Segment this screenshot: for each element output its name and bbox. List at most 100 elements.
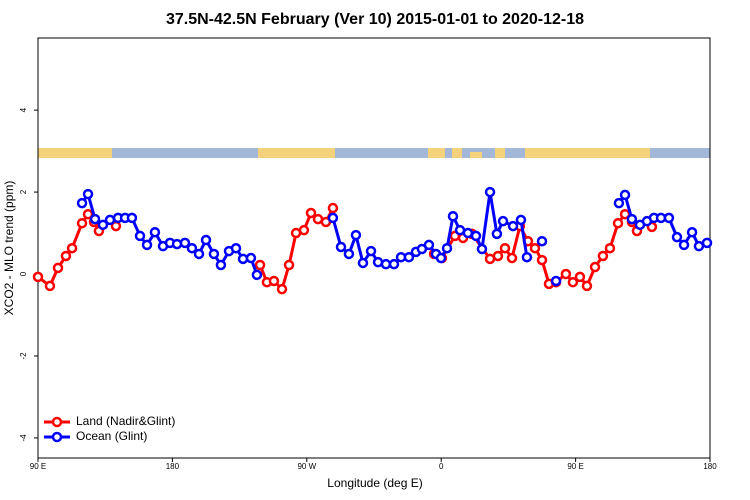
data-point bbox=[126, 212, 138, 224]
data-point bbox=[208, 248, 220, 260]
data-point bbox=[245, 252, 257, 264]
x-axis-label: Longitude (deg E) bbox=[327, 476, 422, 490]
data-point bbox=[423, 239, 435, 251]
data-point bbox=[497, 215, 509, 227]
y-tick-label: 0 bbox=[19, 271, 28, 276]
data-point bbox=[597, 250, 609, 262]
data-point bbox=[604, 242, 616, 254]
data-point bbox=[276, 283, 288, 295]
data-point bbox=[626, 213, 638, 225]
data-point bbox=[149, 226, 161, 238]
data-point bbox=[499, 242, 511, 254]
data-point bbox=[671, 231, 683, 243]
chart-title: 37.5N-42.5N February (Ver 10) 2015-01-01… bbox=[166, 11, 584, 28]
data-point bbox=[171, 238, 183, 250]
data-point bbox=[612, 217, 624, 229]
data-point bbox=[200, 234, 212, 246]
data-point bbox=[32, 271, 44, 283]
data-point bbox=[507, 220, 519, 232]
data-point bbox=[686, 226, 698, 238]
data-point bbox=[186, 242, 198, 254]
data-point bbox=[215, 259, 227, 271]
data-point bbox=[134, 230, 146, 242]
data-point bbox=[388, 258, 400, 270]
data-point bbox=[678, 239, 690, 251]
data-point bbox=[470, 230, 482, 242]
data-point bbox=[298, 224, 310, 236]
data-point bbox=[104, 214, 116, 226]
data-point bbox=[268, 275, 280, 287]
data-point bbox=[89, 213, 101, 225]
land-mask-strip bbox=[38, 148, 710, 158]
data-point bbox=[701, 237, 713, 249]
data-point bbox=[693, 240, 705, 252]
data-point bbox=[44, 280, 56, 292]
data-point bbox=[581, 280, 593, 292]
data-point bbox=[283, 259, 295, 271]
data-point bbox=[82, 208, 94, 220]
data-point bbox=[141, 239, 153, 251]
data-point bbox=[403, 251, 415, 263]
legend-marker bbox=[51, 431, 63, 443]
data-point bbox=[462, 227, 474, 239]
data-point bbox=[506, 252, 518, 264]
data-point bbox=[357, 257, 369, 269]
data-point bbox=[76, 197, 88, 209]
x-tick-label: 0 bbox=[439, 462, 444, 471]
data-point bbox=[492, 250, 504, 262]
data-point bbox=[663, 212, 675, 224]
data-point bbox=[350, 229, 362, 241]
data-point bbox=[97, 219, 109, 231]
x-tick-label: 180 bbox=[166, 462, 180, 471]
legend-label: Land (Nadir&Glint) bbox=[76, 414, 175, 428]
data-point bbox=[179, 237, 191, 249]
data-point bbox=[230, 242, 242, 254]
x-tick-label: 90 E bbox=[30, 462, 46, 471]
data-point bbox=[536, 254, 548, 266]
data-point bbox=[254, 259, 266, 271]
legend-label: Ocean (Glint) bbox=[76, 429, 147, 443]
data-point bbox=[521, 251, 533, 263]
y-tick-label: -4 bbox=[19, 434, 28, 442]
data-point bbox=[560, 268, 572, 280]
data-point bbox=[619, 189, 631, 201]
data-point bbox=[536, 235, 548, 247]
data-point bbox=[613, 197, 625, 209]
data-point bbox=[60, 250, 72, 262]
data-point bbox=[343, 248, 355, 260]
data-point bbox=[76, 217, 88, 229]
data-point bbox=[476, 243, 488, 255]
data-point bbox=[327, 212, 339, 224]
data-point bbox=[380, 258, 392, 270]
y-tick-label: 2 bbox=[19, 189, 28, 194]
data-point bbox=[589, 261, 601, 273]
data-point bbox=[515, 214, 527, 226]
data-point bbox=[550, 275, 562, 287]
data-point bbox=[529, 242, 541, 254]
legend-marker bbox=[51, 416, 63, 428]
y-axis-label: XCO2 - MLO trend (ppm) bbox=[2, 181, 16, 316]
data-point bbox=[66, 242, 78, 254]
x-tick-label: 180 bbox=[703, 462, 717, 471]
data-point bbox=[574, 271, 586, 283]
data-point bbox=[335, 241, 347, 253]
y-tick-label: -2 bbox=[19, 352, 28, 360]
plot-frame bbox=[37, 37, 711, 459]
data-point bbox=[193, 248, 205, 260]
data-point bbox=[82, 188, 94, 200]
data-point bbox=[52, 262, 64, 274]
data-point bbox=[484, 186, 496, 198]
data-point bbox=[327, 202, 339, 214]
data-point bbox=[365, 245, 377, 257]
data-point bbox=[441, 242, 453, 254]
data-point bbox=[447, 210, 459, 222]
data-point bbox=[491, 228, 503, 240]
x-tick-label: 90 E bbox=[567, 462, 583, 471]
y-tick-label: 4 bbox=[19, 107, 28, 112]
data-point bbox=[435, 252, 447, 264]
data-point bbox=[305, 207, 317, 219]
data-point bbox=[567, 276, 579, 288]
data-point bbox=[251, 269, 263, 281]
x-tick-label: 90 W bbox=[297, 462, 316, 471]
